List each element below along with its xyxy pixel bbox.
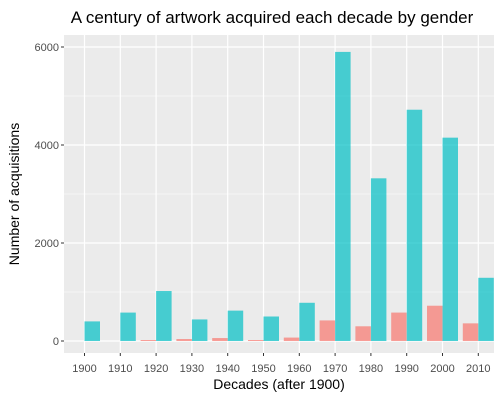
x-tick-label: 1990: [394, 363, 418, 375]
chart-title: A century of artwork acquired each decad…: [71, 8, 474, 27]
bar-series-2-1990: [406, 109, 423, 341]
x-tick-label: 1970: [323, 363, 347, 375]
bar-series-2-2000: [442, 137, 458, 341]
bar-series-2-1900: [84, 321, 100, 341]
x-axis: 1900 1910 1920 1930 1940 1950 1960 1970 1980 1990…: [72, 353, 491, 375]
x-axis-title: Decades (after 1900): [213, 376, 345, 392]
x-tick-label: 2000: [430, 363, 454, 375]
x-tick-label: 1950: [251, 363, 275, 375]
x-tick-label: 1900: [72, 363, 96, 375]
y-tick-label: 0: [53, 336, 59, 348]
y-tick-label: 4000: [35, 140, 59, 152]
x-tick-label: 1910: [108, 363, 132, 375]
y-tick-label: 6000: [35, 42, 59, 54]
bar-series-2-1970: [335, 51, 351, 342]
bars: [84, 51, 494, 342]
bar-series-2-1910: [120, 312, 136, 341]
x-tick-label: 1940: [215, 363, 239, 375]
bar-series-2-1980: [370, 178, 387, 341]
bar-series-1-2000: [427, 305, 443, 341]
bar-series-1-2010: [462, 323, 479, 341]
x-tick-label: 2010: [466, 363, 490, 375]
bar-series-1-1980: [355, 326, 371, 341]
x-tick-label: 1920: [144, 363, 168, 375]
x-tick-label: 1930: [180, 363, 204, 375]
y-axis-title: Number of acquisitions: [6, 123, 22, 265]
bar-series-2-2010: [478, 277, 494, 341]
bar-series-1-1950: [248, 340, 264, 341]
bar-series-1-1970: [319, 320, 336, 341]
bar-series-1-1930: [176, 339, 192, 341]
bar-series-1-1990: [391, 312, 407, 341]
bar-series-2-1920: [156, 291, 172, 341]
x-tick-label: 1960: [287, 363, 311, 375]
bar-series-2-1940: [227, 310, 244, 341]
x-tick-label: 1980: [359, 363, 383, 375]
bar-series-2-1930: [191, 319, 208, 341]
bar-series-2-1950: [263, 316, 279, 341]
y-axis: 0 2000 4000 6000: [35, 42, 64, 348]
bar-series-2-1960: [299, 302, 315, 341]
bar-series-1-1960: [283, 337, 300, 341]
bar-series-1-1920: [140, 340, 157, 341]
bar-series-1-1940: [212, 338, 228, 341]
y-tick-label: 2000: [35, 238, 59, 250]
